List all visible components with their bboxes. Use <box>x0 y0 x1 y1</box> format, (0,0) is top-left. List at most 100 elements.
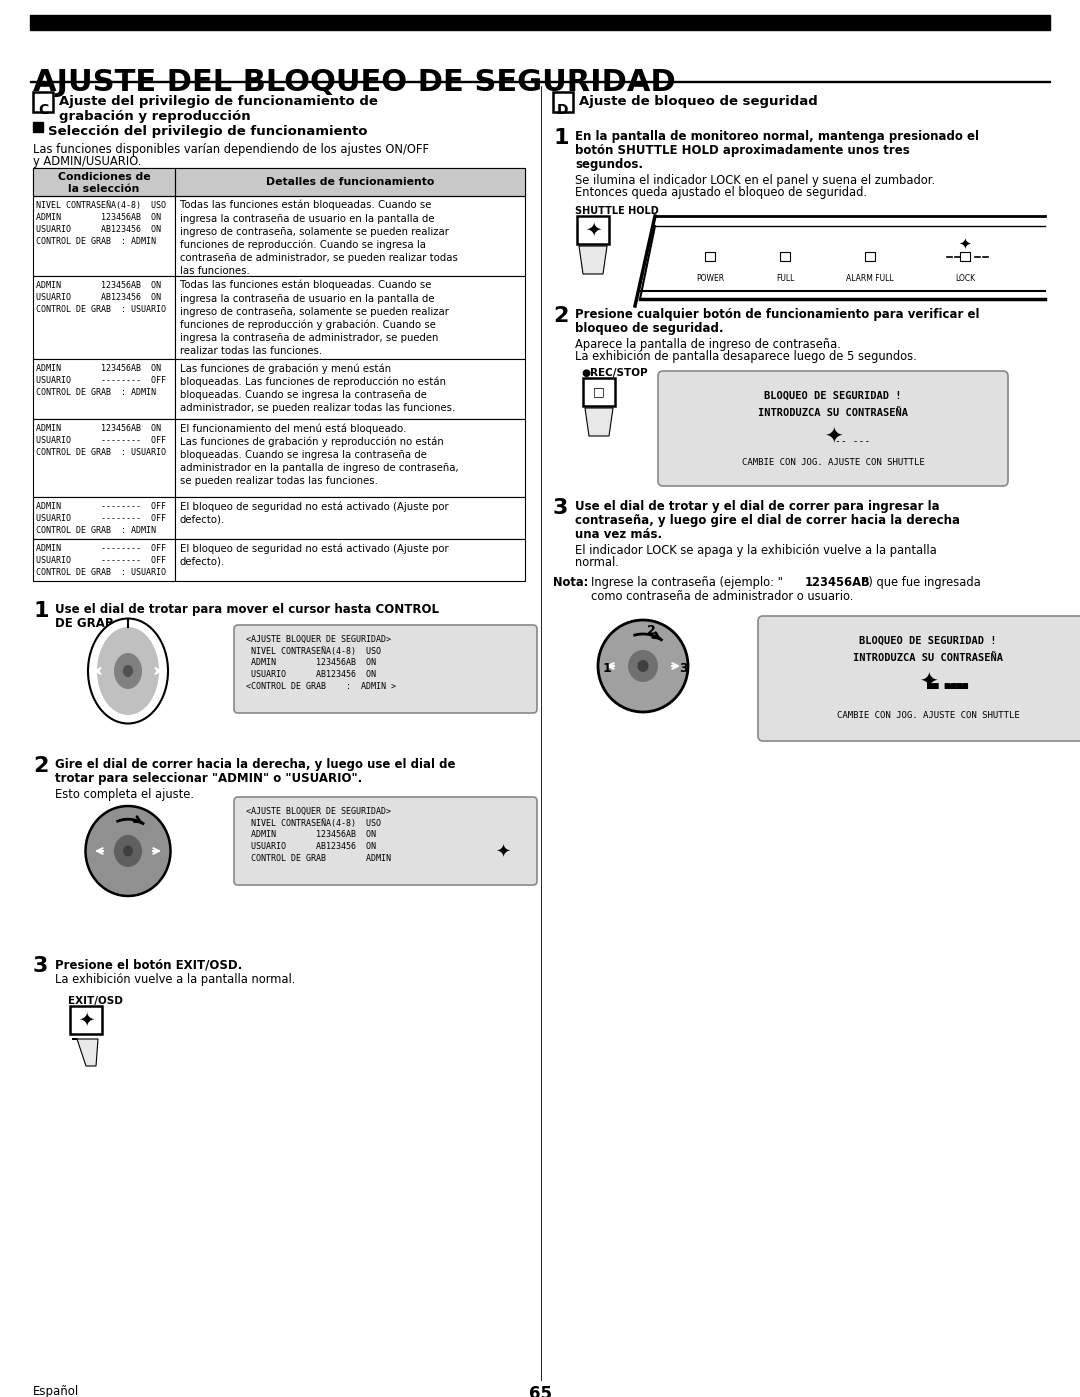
Text: ") que fue ingresada: ") que fue ingresada <box>863 576 981 590</box>
Text: Ingrese la contraseña (ejemplo: ": Ingrese la contraseña (ejemplo: " <box>591 576 783 590</box>
Bar <box>33 168 175 196</box>
Text: normal.: normal. <box>575 556 619 569</box>
Text: CAMBIE CON JOG. AJUSTE CON SHUTTLE: CAMBIE CON JOG. AJUSTE CON SHUTTLE <box>742 458 924 467</box>
Text: El funcionamiento del menú está bloqueado.
Las funciones de grabación y reproduc: El funcionamiento del menú está bloquead… <box>180 423 459 486</box>
Ellipse shape <box>97 627 159 715</box>
Text: EXIT/OSD: EXIT/OSD <box>68 996 123 1006</box>
Text: 1: 1 <box>553 129 568 148</box>
Text: ALARM FULL: ALARM FULL <box>847 274 894 284</box>
Text: Presione cualquier botón de funcionamiento para verificar el: Presione cualquier botón de funcionamien… <box>575 307 980 321</box>
Text: Detalles de funcionamiento: Detalles de funcionamiento <box>266 177 434 187</box>
Text: El bloqueo de seguridad no está activado (Ajuste por
defecto).: El bloqueo de seguridad no está activado… <box>180 502 448 524</box>
Text: Entonces queda ajustado el bloqueo de seguridad.: Entonces queda ajustado el bloqueo de se… <box>575 186 867 198</box>
Bar <box>865 251 875 261</box>
Text: INTRODUZCA SU CONTRASEÑA: INTRODUZCA SU CONTRASEÑA <box>758 408 908 418</box>
Text: grabación y reproducción: grabación y reproducción <box>59 110 251 123</box>
Text: LOCK: LOCK <box>955 274 975 284</box>
Bar <box>33 92 53 112</box>
Bar <box>175 539 525 581</box>
Bar <box>33 539 175 581</box>
Polygon shape <box>72 1039 98 1066</box>
Text: □: □ <box>593 386 605 398</box>
Bar <box>70 1006 102 1034</box>
Text: ●REC/STOP: ●REC/STOP <box>581 367 648 379</box>
Bar <box>33 277 175 359</box>
Text: la selección: la selección <box>68 184 139 194</box>
Text: botón SHUTTLE HOLD aproximadamente unos tres: botón SHUTTLE HOLD aproximadamente unos … <box>575 144 909 156</box>
Ellipse shape <box>114 652 141 689</box>
Ellipse shape <box>123 665 133 678</box>
FancyBboxPatch shape <box>658 372 1008 486</box>
Bar <box>33 419 175 497</box>
Text: -- ---: -- --- <box>835 436 870 446</box>
Text: CAMBIE CON JOG. AJUSTE CON SHUTTLE: CAMBIE CON JOG. AJUSTE CON SHUTTLE <box>837 711 1020 719</box>
Text: AJUSTE DEL BLOQUEO DE SEGURIDAD: AJUSTE DEL BLOQUEO DE SEGURIDAD <box>33 68 676 96</box>
Text: Gire el dial de correr hacia la derecha, y luego use el dial de: Gire el dial de correr hacia la derecha,… <box>55 759 456 771</box>
Text: 65: 65 <box>528 1384 552 1397</box>
Text: 3: 3 <box>33 956 49 977</box>
Text: Todas las funciones están bloqueadas. Cuando se
ingresa la contraseña de usuario: Todas las funciones están bloqueadas. Cu… <box>180 200 458 277</box>
Text: segundos.: segundos. <box>575 158 643 170</box>
Text: Use el dial de trotar para mover el cursor hasta CONTROL: Use el dial de trotar para mover el curs… <box>55 604 438 616</box>
Text: El bloqueo de seguridad no está activado (Ajuste por
defecto).: El bloqueo de seguridad no está activado… <box>180 543 448 567</box>
Bar <box>175 168 525 196</box>
Text: ADMIN        --------  OFF
USUARIO      --------  OFF
CONTROL DE GRAB  : ADMIN: ADMIN -------- OFF USUARIO -------- OFF … <box>36 502 166 535</box>
Bar <box>30 15 1050 29</box>
Polygon shape <box>585 408 613 436</box>
Bar <box>33 122 43 131</box>
Ellipse shape <box>123 845 133 856</box>
Text: ADMIN        123456AB  ON
USUARIO      AB123456  ON
CONTROL DE GRAB  : USUARIO: ADMIN 123456AB ON USUARIO AB123456 ON CO… <box>36 281 166 314</box>
Text: ✦: ✦ <box>824 427 842 448</box>
Bar <box>175 497 525 539</box>
Text: contraseña, y luego gire el dial de correr hacia la derecha: contraseña, y luego gire el dial de corr… <box>575 514 960 527</box>
Bar <box>30 81 1050 82</box>
Text: 2: 2 <box>647 623 656 637</box>
Bar <box>175 168 525 196</box>
Text: y ADMIN/USUARIO.: y ADMIN/USUARIO. <box>33 155 141 168</box>
Ellipse shape <box>114 835 141 868</box>
Text: Se ilumina el indicador LOCK en el panel y suena el zumbador.: Se ilumina el indicador LOCK en el panel… <box>575 175 935 187</box>
Bar <box>583 379 615 407</box>
Bar <box>175 277 525 359</box>
Text: ✦: ✦ <box>959 236 971 251</box>
Text: Selección del privilegio de funcionamiento: Selección del privilegio de funcionamien… <box>48 124 367 138</box>
Polygon shape <box>579 246 607 274</box>
Text: D: D <box>557 102 569 116</box>
Text: Español: Español <box>33 1384 79 1397</box>
Text: ✦: ✦ <box>78 1010 94 1030</box>
Text: ✦: ✦ <box>584 221 602 239</box>
Ellipse shape <box>87 619 168 724</box>
Text: NIVEL CONTRASEÑA(4-8)  USO
ADMIN        123456AB  ON
USUARIO      AB123456  ON
C: NIVEL CONTRASEÑA(4-8) USO ADMIN 123456AB… <box>36 201 166 246</box>
Text: 1: 1 <box>603 662 611 675</box>
Text: 3: 3 <box>553 497 568 518</box>
Text: El indicador LOCK se apaga y la exhibición vuelve a la pantalla: El indicador LOCK se apaga y la exhibici… <box>575 543 936 557</box>
Text: Todas las funciones están bloqueadas. Cuando se
ingresa la contraseña de usuario: Todas las funciones están bloqueadas. Cu… <box>180 279 449 356</box>
Bar <box>577 217 609 244</box>
Bar <box>175 196 525 277</box>
Text: ADMIN        123456AB  ON
USUARIO      --------  OFF
CONTROL DE GRAB  : ADMIN: ADMIN 123456AB ON USUARIO -------- OFF C… <box>36 365 166 397</box>
Text: La exhibición de pantalla desaparece luego de 5 segundos.: La exhibición de pantalla desaparece lue… <box>575 351 917 363</box>
Text: La exhibición vuelve a la pantalla normal.: La exhibición vuelve a la pantalla norma… <box>55 972 295 986</box>
Text: Use el dial de trotar y el dial de correr para ingresar la: Use el dial de trotar y el dial de corre… <box>575 500 940 513</box>
Bar <box>33 196 175 277</box>
Text: C: C <box>38 102 49 116</box>
Bar <box>705 251 715 261</box>
Ellipse shape <box>598 620 688 712</box>
Bar <box>33 168 175 196</box>
Text: Las funciones disponibles varían dependiendo de los ajustes ON/OFF: Las funciones disponibles varían dependi… <box>33 142 429 156</box>
Ellipse shape <box>627 650 658 682</box>
Text: ✦: ✦ <box>919 673 937 693</box>
Text: En la pantalla de monitoreo normal, mantenga presionado el: En la pantalla de monitoreo normal, mant… <box>575 130 978 142</box>
Text: BLOQUEO DE SEGURIDAD !: BLOQUEO DE SEGURIDAD ! <box>860 636 997 645</box>
Text: 2: 2 <box>553 306 568 326</box>
Text: ADMIN        123456AB  ON
USUARIO      --------  OFF
CONTROL DE GRAB  : USUARIO: ADMIN 123456AB ON USUARIO -------- OFF C… <box>36 425 166 457</box>
Text: FULL: FULL <box>775 274 794 284</box>
Text: ADMIN        --------  OFF
USUARIO      --------  OFF
CONTROL DE GRAB  : USUARIO: ADMIN -------- OFF USUARIO -------- OFF … <box>36 543 166 577</box>
Bar <box>33 359 175 419</box>
Text: ✦: ✦ <box>496 844 511 862</box>
Text: INTRODUZCA SU CONTRASEÑA: INTRODUZCA SU CONTRASEÑA <box>853 652 1003 664</box>
Text: Ajuste de bloqueo de seguridad: Ajuste de bloqueo de seguridad <box>579 95 818 108</box>
Text: Presione el botón EXIT/OSD.: Presione el botón EXIT/OSD. <box>55 958 242 971</box>
Text: 2: 2 <box>33 756 49 775</box>
FancyBboxPatch shape <box>234 798 537 886</box>
